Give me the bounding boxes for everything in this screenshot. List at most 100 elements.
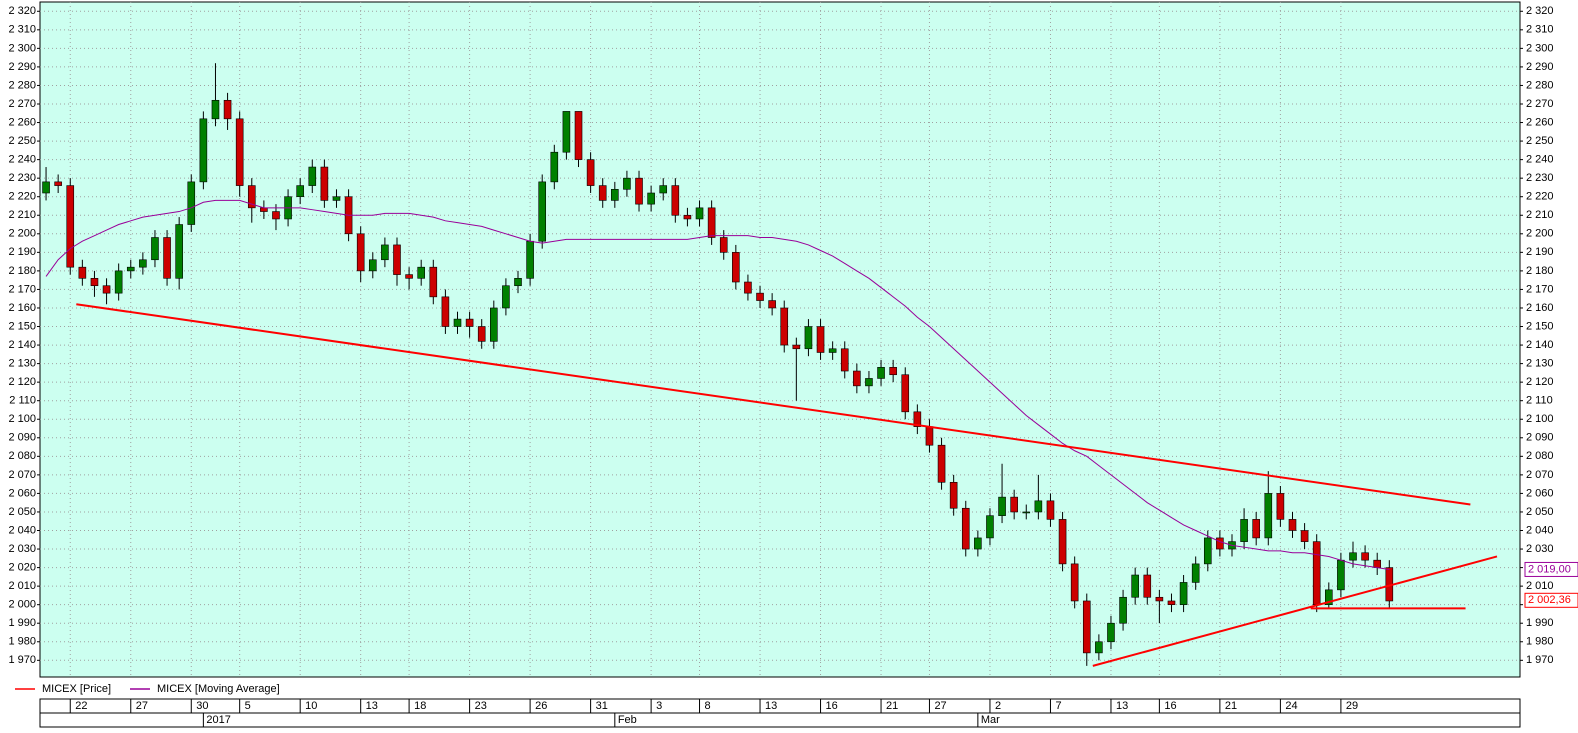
y-tick-label: 2 290: [8, 61, 36, 73]
y2-tick-label: 1 980: [1526, 636, 1554, 648]
candle-body: [986, 515, 994, 539]
y-tick-label: 2 160: [8, 302, 36, 314]
candle-body: [114, 270, 123, 294]
y-tick-label: 2 150: [8, 320, 36, 332]
candle-body: [1107, 622, 1115, 643]
y-tick-label: 2 280: [8, 79, 36, 91]
candle-body: [1179, 582, 1188, 605]
candle-body: [465, 318, 474, 327]
x-tick-label: 24: [1285, 700, 1297, 712]
y-tick-label: 2 070: [8, 469, 36, 481]
candle-body: [1143, 574, 1152, 598]
y-tick-label: 2 320: [8, 5, 36, 17]
candle-body: [877, 367, 885, 379]
x-tick-label: 18: [414, 700, 426, 712]
y-tick-label: 2 230: [8, 172, 36, 184]
candle-body: [1167, 600, 1176, 605]
candle-body: [1349, 552, 1357, 561]
period-label: 2017: [206, 714, 230, 726]
candle-body: [707, 207, 716, 238]
y2-tick-label: 2 270: [1526, 98, 1554, 110]
y-tick-label: 2 020: [8, 561, 36, 573]
y-tick-label: 2 260: [8, 116, 36, 128]
candle-body: [1010, 496, 1018, 513]
candle-body: [54, 181, 62, 186]
y-tick-label: 2 120: [8, 376, 36, 388]
candle-body: [381, 244, 389, 261]
candle-body: [502, 285, 510, 309]
y-tick-label: 2 010: [8, 580, 36, 592]
y-tick-label: 2 200: [8, 228, 36, 240]
candle-body: [1131, 574, 1139, 598]
y-tick-label: 2 080: [8, 450, 36, 462]
y2-tick-label: 2 040: [1526, 524, 1554, 536]
x-tick-label: 23: [475, 700, 487, 712]
candle-body: [1216, 537, 1224, 550]
candle-body: [368, 259, 377, 272]
candle-body: [719, 237, 728, 253]
candle-body: [1070, 563, 1079, 602]
y2-tick-label: 2 030: [1526, 543, 1554, 555]
x-tick-label: 13: [765, 700, 777, 712]
candle-body: [659, 185, 668, 194]
x-tick-label: 5: [245, 700, 251, 712]
y2-tick-label: 2 090: [1526, 432, 1554, 444]
y-tick-label: 2 000: [8, 599, 36, 611]
candle-body: [235, 118, 244, 186]
y2-tick-label: 2 120: [1526, 376, 1554, 388]
x-tick-label: 21: [1225, 700, 1237, 712]
y2-tick-label: 2 260: [1526, 116, 1554, 128]
candle-body: [1276, 493, 1285, 520]
last-value-box: [1524, 592, 1578, 608]
candle-body: [913, 411, 922, 427]
x-tick-label: 27: [934, 700, 946, 712]
candle-body: [901, 374, 910, 413]
candle-body: [163, 237, 171, 279]
y2-tick-label: 2 310: [1526, 24, 1554, 36]
x-tick-label: 10: [305, 700, 317, 712]
candle-body: [768, 300, 776, 309]
candle-body: [332, 196, 341, 201]
y-tick-label: 2 220: [8, 191, 36, 203]
candle-body: [1300, 530, 1309, 542]
period-label: Feb: [618, 714, 637, 726]
y2-tick-label: 2 160: [1526, 302, 1554, 314]
x-tick-label: 13: [366, 700, 378, 712]
candle-body: [974, 537, 982, 550]
y-tick-label: 2 180: [8, 265, 36, 277]
candle-body: [429, 266, 438, 298]
y2-tick-label: 2 060: [1526, 487, 1554, 499]
period-label: Mar: [981, 714, 1000, 726]
y2-tick-label: 2 190: [1526, 246, 1554, 258]
x-tick-label: 30: [196, 700, 208, 712]
candle-body: [961, 507, 970, 550]
y2-tick-label: 2 170: [1526, 283, 1554, 295]
candle-body: [526, 240, 534, 279]
candle-body: [1155, 596, 1164, 602]
candle-body: [683, 214, 692, 220]
legend-label: MICEX [Price]: [42, 683, 111, 695]
candle-body: [574, 111, 583, 160]
candle-body: [816, 326, 825, 353]
candle-body: [828, 348, 837, 353]
candle-body: [695, 207, 704, 220]
y2-tick-label: 2 150: [1526, 320, 1554, 332]
y2-tick-label: 2 010: [1526, 580, 1554, 592]
x-tick-label: 27: [136, 700, 148, 712]
last-value-box: [1524, 561, 1578, 577]
last-value-label: 2 019,00: [1528, 563, 1571, 575]
candle-body: [223, 99, 232, 120]
y-tick-label: 2 270: [8, 98, 36, 110]
candle-body: [949, 481, 958, 509]
y2-tick-label: 2 200: [1526, 228, 1554, 240]
candle-body: [477, 326, 486, 342]
y2-tick-label: 2 280: [1526, 79, 1554, 91]
candle-body: [804, 326, 813, 350]
candle-body: [393, 244, 401, 275]
y-tick-label: 2 030: [8, 543, 36, 555]
candle-body: [90, 278, 99, 287]
candle-body: [1082, 600, 1091, 654]
candle-body: [1252, 519, 1260, 539]
y2-tick-label: 2 070: [1526, 469, 1554, 481]
